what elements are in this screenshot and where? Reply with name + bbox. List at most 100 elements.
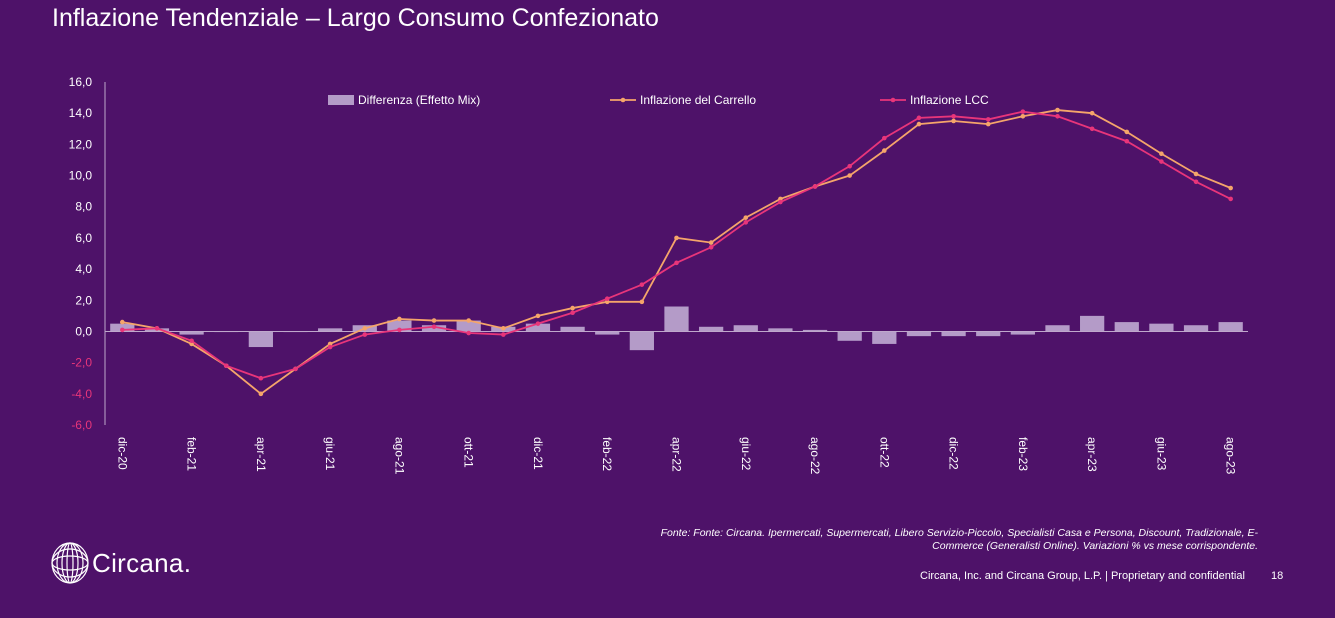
y-tick-label: 6,0 — [75, 231, 92, 245]
line-carrello-point — [882, 148, 887, 153]
bar-differenza — [664, 306, 689, 332]
line-lcc-point — [362, 332, 368, 337]
bar-differenza — [248, 331, 273, 348]
bar-differenza — [699, 326, 724, 332]
x-tick-label: feb-23 — [1016, 437, 1030, 471]
bar-differenza — [1080, 315, 1105, 332]
line-carrello-point — [258, 391, 264, 397]
line-carrello-point — [1193, 171, 1199, 177]
line-lcc-point — [1124, 138, 1130, 144]
bar-differenza — [318, 328, 343, 332]
y-tick-label: 8,0 — [75, 200, 92, 214]
line-lcc-point — [1193, 179, 1199, 185]
bar-differenza — [1114, 322, 1139, 332]
line-carrello-point — [951, 118, 956, 124]
line-lcc-point — [951, 114, 956, 119]
line-lcc-point — [223, 363, 229, 369]
x-tick-label: apr-22 — [670, 437, 684, 472]
legend-swatch-marker — [620, 97, 626, 103]
line-lcc-point — [1020, 109, 1026, 114]
line-lcc-point — [501, 332, 506, 337]
line-carrello-point — [1089, 110, 1095, 116]
line-lcc-point — [639, 282, 645, 287]
source-footnote: Fonte: Fonte: Circana. Ipermercati, Supe… — [660, 527, 1258, 552]
line-carrello-point — [501, 326, 506, 331]
line-lcc-point — [985, 117, 991, 122]
legend-label: Inflazione LCC — [910, 93, 989, 107]
bar-differenza — [976, 331, 1001, 337]
line-lcc-point — [778, 199, 783, 205]
line-lcc-point — [327, 344, 333, 350]
x-tick-label: ago-21 — [392, 437, 406, 475]
line-carrello-point — [362, 326, 368, 331]
bar-differenza — [525, 323, 551, 332]
bar-differenza — [768, 328, 793, 332]
bar-differenza — [387, 320, 412, 332]
x-tick-label: dic-20 — [115, 437, 129, 470]
line-carrello-point — [1124, 129, 1130, 135]
line-lcc-point — [1159, 159, 1164, 164]
y-tick-label: 12,0 — [69, 137, 93, 151]
bar-differenza — [906, 331, 932, 337]
line-lcc — [122, 110, 1232, 380]
bar-differenza — [1010, 331, 1035, 335]
line-carrello-point — [1228, 185, 1233, 191]
bar-differenza — [179, 331, 204, 335]
line-lcc-point — [847, 163, 852, 169]
x-tick-label: ott-22 — [877, 437, 891, 468]
x-tick-label: feb-21 — [185, 437, 199, 471]
line-carrello-point — [535, 313, 541, 319]
chart-title: Inflazione Tendenziale – Largo Consumo C… — [52, 4, 659, 32]
line-lcc-point — [1055, 114, 1060, 119]
line-carrello — [122, 109, 1232, 395]
line-carrello-point — [1159, 151, 1164, 157]
line-carrello-point — [1020, 114, 1026, 119]
y-tick-label: -4,0 — [71, 387, 92, 401]
line-carrello-point — [431, 318, 437, 323]
line-lcc-point — [397, 327, 402, 333]
bar-differenza — [595, 331, 620, 335]
line-lcc-point — [120, 327, 125, 333]
line-lcc-point — [154, 326, 160, 331]
line-carrello-point — [570, 305, 575, 311]
line-lcc-point — [882, 135, 887, 141]
y-tick-label: 0,0 — [75, 324, 92, 338]
line-lcc-point — [466, 330, 471, 336]
bar-differenza — [941, 331, 966, 337]
bar-differenza — [837, 331, 862, 341]
bar-differenza — [629, 331, 654, 351]
line-carrello-point — [120, 319, 125, 325]
legend-label: Differenza (Effetto Mix) — [358, 93, 480, 107]
bar-differenza — [1183, 325, 1209, 332]
line-lcc-point — [535, 321, 541, 326]
bar-differenza — [1218, 322, 1243, 332]
x-tick-label: feb-22 — [600, 437, 614, 471]
y-tick-label: -2,0 — [71, 356, 92, 370]
line-lcc-point — [916, 115, 922, 121]
bar-differenza — [802, 329, 828, 332]
x-tick-label: dic-21 — [531, 437, 545, 470]
x-tick-label: giu-21 — [323, 437, 337, 471]
line-carrello-point — [1055, 107, 1060, 113]
x-tick-label: ago-22 — [808, 437, 822, 475]
y-tick-label: 2,0 — [75, 293, 92, 307]
y-tick-label: 14,0 — [69, 106, 93, 120]
y-tick-label: 16,0 — [69, 75, 93, 89]
bar-differenza — [733, 325, 758, 332]
legend-label: Inflazione del Carrello — [640, 93, 756, 107]
y-tick-label: 10,0 — [69, 169, 93, 183]
line-lcc-point — [812, 184, 818, 189]
bar-differenza — [872, 331, 897, 344]
bar-differenza — [1045, 325, 1070, 332]
line-lcc-point — [189, 338, 194, 344]
page-number: 18 — [1271, 570, 1284, 582]
x-tick-label: dic-22 — [947, 437, 961, 470]
confidentiality-footer: Circana, Inc. and Circana Group, L.P. | … — [920, 570, 1245, 582]
x-tick-label: giu-22 — [739, 437, 753, 471]
legend-swatch-bar — [328, 95, 354, 105]
line-lcc-point — [258, 375, 264, 381]
bar-differenza — [110, 323, 135, 332]
logo-text: Circana. — [92, 547, 192, 578]
line-carrello-point — [743, 215, 749, 220]
